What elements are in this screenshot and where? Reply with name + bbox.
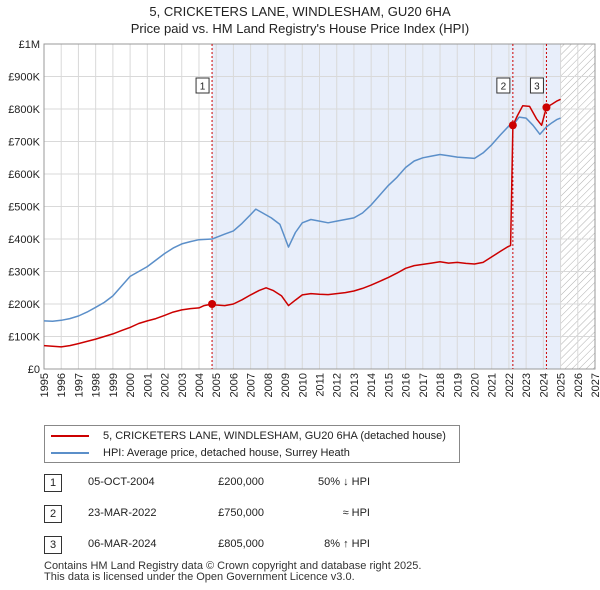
sale-label: 3 — [534, 82, 540, 93]
sale-hpi-comparison: 8% ↑ HPI — [324, 538, 370, 550]
x-tick-label: 2023 — [521, 373, 533, 397]
sale-hpi-comparison: ≈ HPI — [342, 507, 370, 519]
x-tick-label: 2006 — [228, 373, 240, 397]
legend-label-hpi: HPI: Average price, detached house, Surr… — [103, 447, 350, 459]
sale-date: 06-MAR-2024 — [88, 538, 157, 550]
chart-subtitle: Price paid vs. HM Land Registry's House … — [130, 21, 470, 36]
x-tick-label: 2011 — [315, 373, 327, 397]
series-line-property — [43, 98, 561, 348]
x-tick-label: 2019 — [452, 373, 464, 397]
y-tick-label: £700K — [8, 137, 40, 149]
sale-label-box — [496, 77, 511, 94]
legend-item-property: 5, CRICKETERS LANE, WINDLESHAM, GU20 6HA… — [51, 428, 446, 444]
y-tick-label: £0 — [28, 364, 40, 376]
y-tick-label: £300K — [8, 267, 40, 279]
x-tick-label: 2017 — [418, 373, 430, 397]
sale-number-badge: 1 — [44, 474, 62, 492]
sale-number-badge: 2 — [44, 505, 62, 523]
sale-row: 1 05-OCT-2004 £200,000 50% ↓ HPI — [44, 474, 564, 505]
sale-row: 2 23-MAR-2022 £750,000 ≈ HPI — [44, 505, 564, 536]
x-tick-label: 1999 — [108, 373, 120, 397]
x-tick-label: 2003 — [177, 373, 189, 397]
x-tick-label: 1995 — [39, 373, 51, 397]
x-tick-label: 2027 — [590, 373, 600, 397]
x-tick-label: 2005 — [211, 373, 223, 397]
sale-point — [542, 103, 551, 112]
x-tick-label: 2021 — [487, 373, 499, 397]
chart-title: 5, CRICKETERS LANE, WINDLESHAM, GU20 6HA — [149, 4, 451, 19]
sale-price: £200,000 — [218, 476, 264, 488]
sale-label: 1 — [200, 82, 206, 93]
y-tick-label: £400K — [8, 234, 40, 246]
footer-licence: This data is licensed under the Open Gov… — [44, 571, 355, 583]
x-tick-label: 2002 — [160, 373, 172, 397]
plot-border — [43, 43, 596, 370]
x-tick-label: 2010 — [297, 373, 309, 397]
y-tick-label: £900K — [8, 72, 40, 84]
x-tick-label: 2022 — [504, 373, 516, 397]
y-tick-label: £600K — [8, 169, 40, 181]
x-tick-label: 2024 — [538, 373, 550, 397]
sale-label: 2 — [501, 82, 507, 93]
x-tick-label: 2018 — [435, 373, 447, 397]
legend-label-property: 5, CRICKETERS LANE, WINDLESHAM, GU20 6HA… — [103, 430, 446, 442]
x-tick-label: 2020 — [469, 373, 481, 397]
sale-row: 3 06-MAR-2024 £805,000 8% ↑ HPI — [44, 536, 564, 567]
price-chart: £0 £100K £200K £300K £400K £500K £600K £700K £80… — [8, 39, 600, 397]
y-tick-label: £100K — [8, 332, 40, 344]
sale-price: £750,000 — [218, 507, 264, 519]
y-tick-label: £200K — [8, 299, 40, 311]
legend-item-hpi: HPI: Average price, detached house, Surr… — [51, 445, 350, 461]
y-tick-label: £1M — [19, 39, 40, 51]
series-line-hpi — [43, 116, 561, 322]
x-tick-label: 2007 — [246, 373, 258, 397]
legend: 5, CRICKETERS LANE, WINDLESHAM, GU20 6HA… — [44, 425, 460, 463]
sale-hpi-comparison: 50% ↓ HPI — [318, 476, 370, 488]
sale-date: 23-MAR-2022 — [88, 507, 157, 519]
x-tick-label: 2013 — [349, 373, 361, 397]
sale-point — [208, 300, 217, 308]
x-tick-label: 2016 — [401, 373, 413, 397]
x-tick-label: 1996 — [56, 373, 68, 397]
sale-point — [508, 121, 517, 130]
x-tick-label: 2001 — [142, 373, 154, 397]
x-tick-label: 2000 — [125, 373, 137, 397]
x-tick-label: 2004 — [194, 373, 206, 397]
x-tick-label: 1998 — [91, 373, 103, 397]
x-tick-label: 2009 — [280, 373, 292, 397]
footer: Contains HM Land Registry data © Crown c… — [44, 561, 421, 583]
footer-copyright: Contains HM Land Registry data © Crown c… — [44, 560, 422, 572]
sale-label-box — [195, 77, 210, 94]
sale-price: £805,000 — [218, 538, 264, 550]
sales-table: 1 05-OCT-2004 £200,000 50% ↓ HPI 2 23-MA… — [44, 474, 564, 567]
y-tick-label: £500K — [8, 202, 40, 214]
legend-line-hpi — [51, 452, 89, 454]
x-tick-label: 2025 — [556, 373, 568, 397]
x-tick-label: 2012 — [332, 373, 344, 397]
x-tick-label: 2026 — [573, 373, 585, 397]
sale-number-badge: 3 — [44, 536, 62, 554]
x-tick-label: 2008 — [263, 373, 275, 397]
x-tick-label: 2015 — [383, 373, 395, 397]
x-tick-label: 1997 — [73, 373, 85, 397]
sale-label-box — [529, 77, 544, 94]
x-tick-label: 2014 — [366, 373, 378, 397]
legend-line-property — [51, 435, 89, 437]
y-tick-label: £800K — [8, 104, 40, 116]
sale-date: 05-OCT-2004 — [88, 476, 155, 488]
